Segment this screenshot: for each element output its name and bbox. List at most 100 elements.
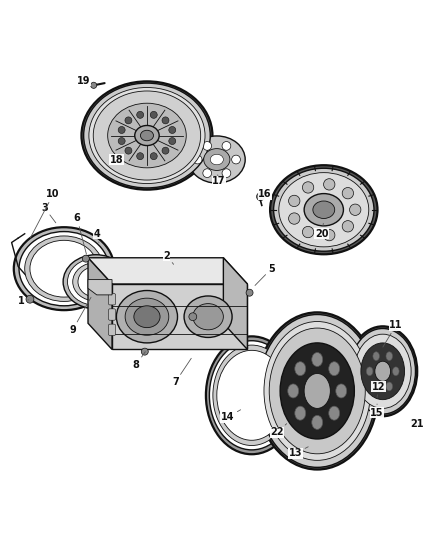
Ellipse shape	[217, 350, 287, 440]
Text: 12: 12	[371, 382, 385, 398]
Ellipse shape	[386, 382, 392, 391]
Circle shape	[302, 182, 314, 193]
Ellipse shape	[213, 345, 290, 446]
Circle shape	[222, 169, 231, 177]
Ellipse shape	[25, 236, 103, 302]
Ellipse shape	[288, 384, 299, 398]
Circle shape	[289, 195, 300, 207]
Ellipse shape	[206, 336, 297, 454]
Ellipse shape	[366, 367, 373, 376]
Ellipse shape	[374, 400, 380, 403]
Ellipse shape	[73, 263, 119, 301]
Ellipse shape	[14, 227, 114, 310]
Ellipse shape	[375, 361, 391, 381]
Ellipse shape	[93, 91, 201, 180]
Text: 10: 10	[30, 189, 60, 238]
Circle shape	[324, 229, 335, 241]
Text: 17: 17	[212, 175, 226, 187]
Ellipse shape	[329, 362, 340, 376]
Circle shape	[257, 193, 265, 200]
Ellipse shape	[256, 312, 378, 470]
Circle shape	[350, 204, 361, 215]
Ellipse shape	[386, 352, 392, 360]
Circle shape	[222, 142, 231, 150]
Ellipse shape	[30, 240, 98, 297]
Text: 8: 8	[133, 352, 145, 370]
Circle shape	[232, 155, 240, 164]
Circle shape	[26, 295, 34, 303]
Polygon shape	[88, 258, 112, 350]
Circle shape	[193, 155, 202, 164]
Text: 9: 9	[69, 297, 91, 335]
Ellipse shape	[209, 341, 294, 450]
Ellipse shape	[188, 136, 245, 183]
Ellipse shape	[392, 367, 399, 376]
Ellipse shape	[193, 304, 223, 330]
Ellipse shape	[270, 165, 378, 254]
Circle shape	[203, 142, 212, 150]
Ellipse shape	[134, 306, 160, 328]
Circle shape	[169, 126, 176, 133]
Ellipse shape	[264, 321, 371, 461]
FancyBboxPatch shape	[109, 294, 116, 305]
Ellipse shape	[67, 258, 124, 305]
Text: 22: 22	[270, 424, 287, 438]
Ellipse shape	[89, 87, 205, 183]
Ellipse shape	[336, 384, 347, 398]
Ellipse shape	[350, 328, 416, 414]
Ellipse shape	[304, 193, 343, 226]
Ellipse shape	[372, 399, 382, 405]
Ellipse shape	[258, 314, 376, 467]
Text: 19: 19	[77, 76, 94, 86]
Circle shape	[246, 289, 253, 296]
Text: 3: 3	[41, 203, 56, 223]
Ellipse shape	[313, 201, 335, 219]
Circle shape	[324, 179, 335, 190]
FancyBboxPatch shape	[109, 309, 116, 320]
Text: 14: 14	[221, 410, 240, 422]
Circle shape	[411, 419, 416, 424]
Circle shape	[203, 169, 212, 177]
Ellipse shape	[125, 298, 169, 335]
Ellipse shape	[373, 352, 379, 360]
Ellipse shape	[81, 82, 212, 190]
Circle shape	[137, 152, 144, 160]
Text: 1: 1	[18, 296, 28, 306]
Ellipse shape	[279, 173, 369, 247]
Circle shape	[82, 255, 89, 262]
Ellipse shape	[295, 406, 306, 420]
Ellipse shape	[117, 290, 177, 343]
Circle shape	[162, 117, 169, 124]
Ellipse shape	[78, 266, 114, 297]
Polygon shape	[112, 284, 247, 350]
Ellipse shape	[329, 406, 340, 420]
Circle shape	[137, 111, 144, 118]
Circle shape	[118, 138, 125, 144]
Ellipse shape	[210, 154, 223, 165]
Ellipse shape	[312, 352, 323, 367]
Text: 20: 20	[315, 223, 328, 239]
Circle shape	[162, 147, 169, 154]
Text: 11: 11	[383, 320, 403, 347]
Circle shape	[118, 126, 125, 133]
Circle shape	[150, 111, 157, 118]
Text: 7: 7	[172, 358, 191, 387]
Circle shape	[302, 227, 314, 238]
Circle shape	[91, 82, 97, 88]
Ellipse shape	[63, 255, 129, 309]
Circle shape	[289, 213, 300, 224]
Text: 4: 4	[93, 229, 100, 243]
Text: 15: 15	[370, 404, 384, 418]
Text: 21: 21	[410, 419, 424, 429]
Ellipse shape	[312, 415, 323, 430]
Ellipse shape	[108, 103, 186, 168]
Ellipse shape	[295, 362, 306, 376]
Polygon shape	[88, 258, 247, 284]
Ellipse shape	[280, 343, 354, 439]
Circle shape	[150, 152, 157, 160]
Text: 13: 13	[289, 447, 308, 458]
Ellipse shape	[304, 374, 330, 408]
Ellipse shape	[184, 296, 232, 337]
Text: 2: 2	[163, 251, 173, 264]
FancyBboxPatch shape	[109, 324, 116, 335]
